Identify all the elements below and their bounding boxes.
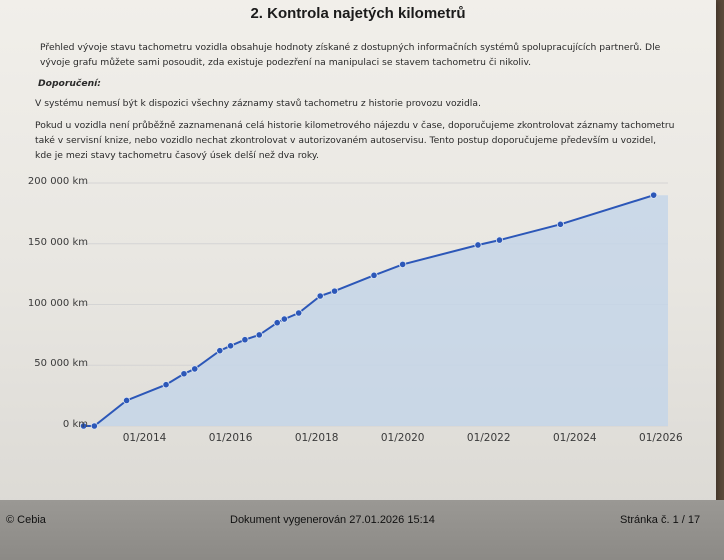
y-tick-label: 50 000 km	[34, 358, 88, 370]
recommendation-paragraph-1: V systému nemusí být k dispozici všechny…	[35, 98, 481, 109]
x-tick-label: 01/2026	[639, 432, 683, 444]
data-point	[273, 319, 281, 327]
x-tick-label: 01/2018	[294, 432, 339, 444]
footer-copyright: © Cebia	[6, 514, 46, 526]
data-point	[650, 191, 658, 199]
data-point	[370, 271, 378, 279]
data-point	[474, 241, 482, 249]
data-point	[495, 236, 504, 244]
y-tick-label: 150 000 km	[27, 236, 88, 248]
y-tick-label: 200 000 km	[27, 176, 88, 187]
data-point	[399, 260, 407, 269]
y-tick-label: 0 km	[62, 419, 88, 430]
chart-points	[79, 191, 658, 430]
data-point	[191, 365, 199, 373]
data-point	[316, 292, 324, 300]
data-point	[79, 422, 88, 430]
footer-page-number: Stránka č. 1 / 17	[620, 514, 701, 526]
data-point	[330, 287, 339, 295]
recommendation-heading: Doporučení:	[38, 78, 101, 89]
data-point	[123, 396, 131, 405]
chart-area-fill	[83, 195, 669, 426]
x-tick-label: 01/2022	[466, 432, 511, 444]
section-title: 2. Kontrola najetých kilometrů	[250, 5, 466, 22]
x-tick-label: 01/2020	[380, 432, 425, 444]
data-point	[90, 422, 98, 430]
x-tick-label: 01/2016	[208, 432, 253, 444]
recommendation-paragraph-2: Pokud u vozidla není průběžně zaznamenan…	[35, 120, 675, 161]
data-point	[180, 370, 188, 378]
page-footer-strip	[0, 500, 724, 560]
data-point	[255, 331, 263, 339]
data-point	[241, 336, 249, 344]
data-point	[280, 315, 288, 323]
intro-paragraph: Přehled vývoje stavu tachometru vozidla …	[40, 42, 661, 68]
y-tick-label: 100 000 km	[27, 297, 88, 309]
data-point	[216, 347, 224, 355]
x-tick-label: 01/2014	[122, 432, 167, 444]
footer-generated-date: Dokument vygenerován 27.01.2026 15:14	[230, 514, 435, 526]
data-point	[295, 309, 303, 317]
data-point	[226, 342, 235, 350]
data-point	[556, 220, 565, 228]
x-tick-label: 01/2024	[552, 432, 597, 444]
data-point	[162, 381, 170, 389]
